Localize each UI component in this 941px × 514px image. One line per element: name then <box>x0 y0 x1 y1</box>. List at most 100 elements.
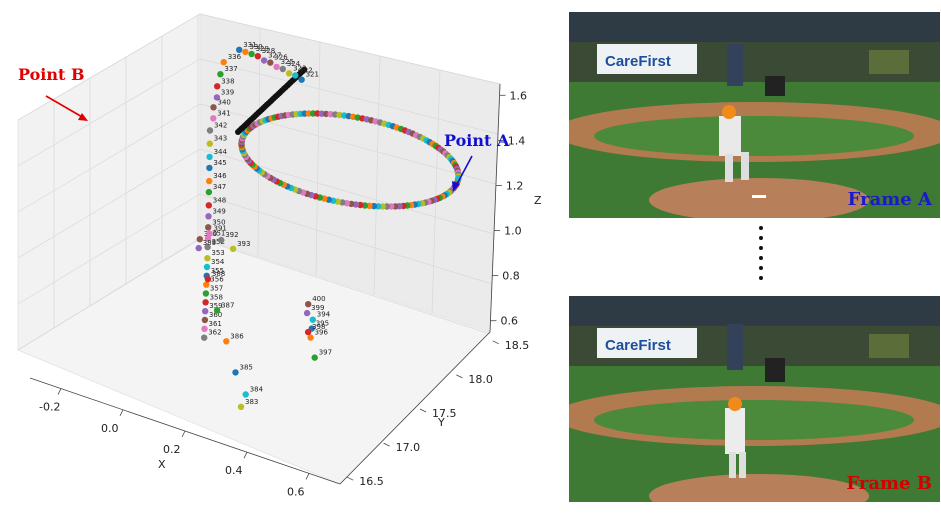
x-tick-label: 0.6 <box>287 485 305 498</box>
data-point <box>203 281 210 288</box>
data-point <box>204 276 212 283</box>
grid-line <box>315 41 321 277</box>
y-tick-label: 17.0 <box>396 441 421 454</box>
data-point <box>242 391 249 398</box>
data-point <box>202 290 210 297</box>
point-label: 340 <box>218 98 231 106</box>
point-label: 361 <box>209 320 222 328</box>
data-point <box>213 94 221 101</box>
data-point <box>205 202 212 209</box>
ellipsis-dots <box>756 226 766 290</box>
point-a-arrowhead <box>452 181 460 192</box>
data-point <box>309 316 316 323</box>
data-point <box>307 334 314 341</box>
frame-a-illustration: CareFirst <box>569 12 940 218</box>
point-label: 350 <box>212 218 225 226</box>
billboard-text-b: CareFirst <box>605 337 671 354</box>
point-a-arrow <box>455 155 473 187</box>
point-label: 387 <box>221 301 234 309</box>
point-label: 353 <box>211 249 224 257</box>
point-label: 323 <box>293 64 306 72</box>
data-point <box>217 71 224 78</box>
y-tick-label: 17.5 <box>432 407 457 420</box>
point-label: 349 <box>213 207 226 215</box>
z-tick-label: 0.6 <box>500 315 518 328</box>
y-tick-mark <box>383 442 390 447</box>
point-label: 356 <box>210 276 224 284</box>
z-tick-label: 1.0 <box>504 225 522 238</box>
callouts: Point B Point A <box>18 65 510 192</box>
data-point <box>206 177 213 185</box>
point-label: 397 <box>319 349 332 357</box>
ellipsis-dot <box>759 266 763 270</box>
ellipsis-dot <box>759 226 763 230</box>
z-tick-label: 0.8 <box>502 270 519 283</box>
point-label: 328 <box>262 47 275 55</box>
point-label: 393 <box>237 240 250 248</box>
x-tick-label: 0.2 <box>163 443 181 456</box>
data-point <box>202 299 209 306</box>
data-point <box>304 328 312 336</box>
data-point <box>206 153 213 161</box>
x-tick-mark <box>305 473 310 480</box>
point-b-arrowhead <box>78 113 88 121</box>
y-axis-line <box>339 331 491 485</box>
point-b-arrow <box>45 95 85 119</box>
y-axis-label: Y <box>437 416 445 429</box>
x-tick-label: -0.2 <box>39 401 60 414</box>
data-point <box>242 48 249 56</box>
data-point <box>273 63 280 71</box>
point-label: 336 <box>228 53 242 61</box>
grid-line <box>373 55 381 296</box>
grid-lines <box>17 13 501 351</box>
point-label: 359 <box>209 302 222 310</box>
ellipsis-dot <box>759 246 763 250</box>
point-label: 358 <box>210 293 223 301</box>
point-label: 395 <box>316 320 329 328</box>
ellipsis-dot <box>759 276 763 280</box>
data-point <box>202 308 209 315</box>
point-label: 327 <box>268 52 281 60</box>
data-point <box>223 338 230 345</box>
data-point <box>279 65 286 73</box>
data-point <box>311 354 318 361</box>
data-point <box>201 334 208 341</box>
ellipsis-dot <box>759 236 763 240</box>
data-point <box>213 307 221 314</box>
data-point <box>206 164 213 172</box>
z-tick-label: 1.2 <box>506 179 523 192</box>
point-label: 384 <box>250 386 264 394</box>
x-tick-mark <box>181 430 186 438</box>
trajectory-point <box>301 66 308 73</box>
point-a-callout: Point A <box>444 131 510 150</box>
point-label: 329 <box>256 45 269 53</box>
y-tick-label: 18.0 <box>468 373 493 386</box>
y-tick-mark <box>419 408 427 413</box>
data-point <box>303 309 311 317</box>
data-point <box>237 403 245 410</box>
point-label: 322 <box>299 66 312 74</box>
x-tick-mark <box>119 409 124 416</box>
x-tick-label: 0.0 <box>101 422 119 435</box>
point-label: 352 <box>212 238 225 246</box>
point-label: 325 <box>281 58 294 66</box>
point-label: 337 <box>224 65 237 73</box>
data-point <box>210 115 217 122</box>
data-point <box>201 316 209 324</box>
frame-a-image: CareFirst Frame A <box>569 12 940 218</box>
data-point <box>218 236 225 244</box>
point-label: 399 <box>311 304 324 312</box>
point-label: 345 <box>213 159 226 167</box>
point-label: 360 <box>209 311 222 319</box>
grid-line <box>199 193 493 285</box>
data-point <box>206 140 213 147</box>
point-label: 385 <box>240 363 253 371</box>
data-point <box>267 59 274 66</box>
data-point <box>206 127 214 134</box>
x-axis-label: X <box>158 458 166 471</box>
grid-line <box>17 58 201 167</box>
point-label: 400 <box>312 295 325 303</box>
data-point <box>196 236 203 243</box>
point-label: 383 <box>245 398 258 406</box>
data-point <box>214 83 221 90</box>
